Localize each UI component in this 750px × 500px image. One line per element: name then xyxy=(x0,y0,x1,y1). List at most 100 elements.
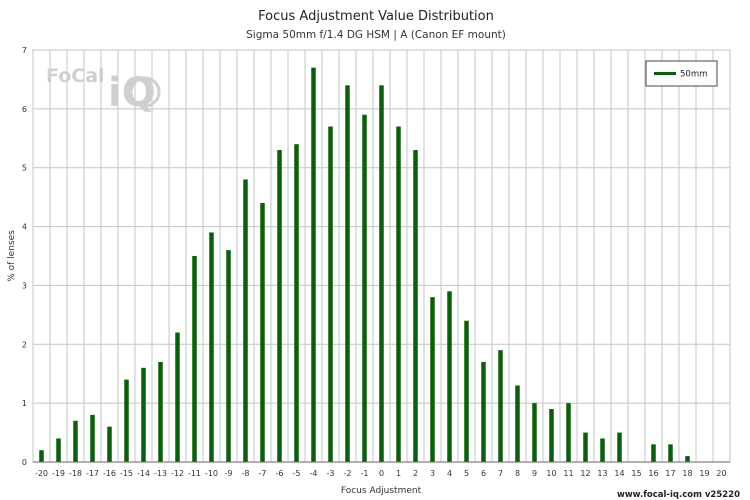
bar xyxy=(498,350,503,462)
x-tick-label: -13 xyxy=(154,469,167,478)
legend: 50mm xyxy=(645,60,718,87)
bar xyxy=(549,409,554,462)
y-tick-label: 0 xyxy=(22,458,27,467)
x-tick-label: 11 xyxy=(563,469,573,478)
bar xyxy=(532,403,537,462)
x-tick-label: -8 xyxy=(242,469,250,478)
x-tick-label: -19 xyxy=(52,469,65,478)
x-tick-label: -9 xyxy=(225,469,233,478)
bar xyxy=(345,85,350,463)
bar xyxy=(651,444,656,462)
bar xyxy=(56,438,61,462)
magnifier-icon xyxy=(129,76,161,108)
x-tick-label: 2 xyxy=(413,469,418,478)
bar xyxy=(464,320,469,462)
bar xyxy=(209,232,214,462)
bar xyxy=(243,179,248,462)
x-axis-label: Focus Adjustment xyxy=(341,486,422,496)
bar xyxy=(600,438,605,462)
x-tick-label: -5 xyxy=(293,469,301,478)
x-tick-label: 5 xyxy=(464,469,469,478)
bar xyxy=(73,420,78,462)
x-tick-label: 20 xyxy=(716,469,726,478)
bar xyxy=(430,297,435,462)
bar xyxy=(413,150,418,463)
bar xyxy=(685,456,690,462)
y-tick-label: 3 xyxy=(22,281,27,290)
chart-subtitle: Sigma 50mm f/1.4 DG HSM | A (Canon EF mo… xyxy=(246,29,506,41)
bar xyxy=(90,414,95,462)
bar xyxy=(396,126,401,462)
x-tick-label: 12 xyxy=(580,469,590,478)
y-tick-label: 7 xyxy=(22,46,27,55)
x-tick-label: -6 xyxy=(276,469,284,478)
x-tick-label: -17 xyxy=(86,469,99,478)
bar xyxy=(277,150,282,463)
x-tick-label: -15 xyxy=(120,469,133,478)
x-tick-label: 17 xyxy=(665,469,675,478)
y-tick-label: 5 xyxy=(22,164,27,173)
x-tick-label: 0 xyxy=(379,469,384,478)
x-tick-label: 13 xyxy=(597,469,607,478)
bar xyxy=(583,432,588,462)
bar xyxy=(39,450,44,462)
x-tick-label: 1 xyxy=(396,469,401,478)
legend-label: 50mm xyxy=(680,70,707,80)
x-tick-label: -2 xyxy=(344,469,352,478)
x-tick-label: -4 xyxy=(310,469,318,478)
y-tick-label: 6 xyxy=(22,105,27,114)
y-axis-label: % of lenses xyxy=(7,230,17,282)
bar xyxy=(311,67,316,463)
bar xyxy=(294,144,299,462)
bar xyxy=(226,250,231,462)
bar xyxy=(362,114,367,462)
bar xyxy=(515,385,520,462)
bar xyxy=(379,85,384,463)
bar xyxy=(124,379,129,462)
x-tick-label: 6 xyxy=(481,469,486,478)
bar xyxy=(566,403,571,462)
bar xyxy=(107,426,112,462)
y-tick-label: 1 xyxy=(22,399,27,408)
x-tick-label: 4 xyxy=(447,469,452,478)
x-tick-label: 7 xyxy=(498,469,503,478)
x-tick-label: 16 xyxy=(648,469,658,478)
bars xyxy=(39,67,690,463)
bar xyxy=(192,256,197,462)
bar xyxy=(447,291,452,462)
x-tick-label: 18 xyxy=(682,469,692,478)
x-tick-label: 19 xyxy=(699,469,709,478)
x-tick-label: 9 xyxy=(532,469,537,478)
x-tick-label: -10 xyxy=(205,469,218,478)
x-tick-label: 8 xyxy=(515,469,520,478)
x-tick-label: -20 xyxy=(35,469,48,478)
chart-title: Focus Adjustment Value Distribution xyxy=(258,9,494,24)
logo-text: FoCal xyxy=(46,65,105,87)
bar xyxy=(175,332,180,462)
y-tick-label: 2 xyxy=(22,340,27,349)
x-tick-label: -7 xyxy=(259,469,267,478)
x-tick-label: -1 xyxy=(361,469,369,478)
bar xyxy=(668,444,673,462)
focal-iq-logo: FoCal iQ xyxy=(46,65,161,116)
x-tick-label: -16 xyxy=(103,469,116,478)
x-tick-label: 15 xyxy=(631,469,641,478)
bar xyxy=(260,203,265,462)
bar xyxy=(617,432,622,462)
x-tick-label: 14 xyxy=(614,469,624,478)
bar xyxy=(141,367,146,462)
x-tick-label: 3 xyxy=(430,469,435,478)
footer-watermark: www.focal-iq.com v25220 xyxy=(617,490,740,500)
bar xyxy=(328,126,333,462)
bar xyxy=(158,361,163,462)
x-tick-label: -18 xyxy=(69,469,82,478)
x-tick-label: 10 xyxy=(546,469,556,478)
x-tick-label: -11 xyxy=(188,469,201,478)
x-tick-label: -3 xyxy=(327,469,335,478)
x-tick-label: -12 xyxy=(171,469,184,478)
y-tick-label: 4 xyxy=(22,223,27,232)
bar xyxy=(481,361,486,462)
x-tick-label: -14 xyxy=(137,469,150,478)
